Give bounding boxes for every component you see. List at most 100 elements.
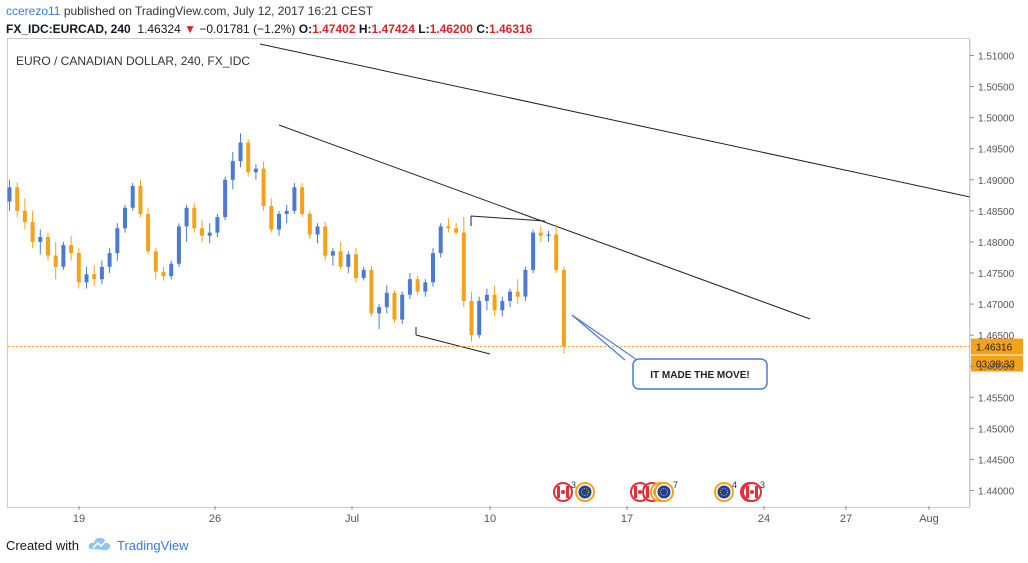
candle[interactable] (46, 232, 50, 261)
candle[interactable] (246, 139, 251, 177)
candle[interactable] (84, 266, 89, 289)
flag-band (746, 486, 749, 498)
y-axis[interactable]: 1.51000 1.50500 1.50000 1.49500 1.49000 1.485… (969, 40, 1015, 506)
candle[interactable] (338, 241, 343, 270)
candle[interactable] (492, 285, 497, 317)
candle[interactable] (561, 266, 566, 354)
candle[interactable] (307, 210, 312, 239)
candle-body (400, 294, 405, 320)
candle[interactable] (200, 220, 204, 242)
candle[interactable] (223, 176, 228, 221)
candle[interactable] (192, 203, 197, 233)
canada-flag-icon[interactable] (742, 482, 762, 502)
candle[interactable] (261, 161, 266, 211)
candle[interactable] (531, 229, 536, 273)
economic-events[interactable]: 3 7 4 3 (553, 480, 765, 502)
candle[interactable] (38, 229, 43, 255)
candle[interactable] (508, 288, 512, 308)
author-link[interactable]: ccerezo11 (6, 4, 61, 18)
canada-flag-icon[interactable] (553, 482, 573, 502)
tradingview-link[interactable]: TradingView (117, 538, 189, 553)
candle[interactable] (69, 235, 74, 261)
candle[interactable] (384, 285, 389, 314)
candle[interactable] (515, 279, 520, 305)
trendline[interactable] (470, 215, 546, 222)
y-tick-label: 1.48000 (978, 238, 1015, 249)
candle[interactable] (361, 266, 366, 281)
candle[interactable] (284, 204, 289, 224)
candle[interactable] (369, 265, 374, 317)
candle[interactable] (400, 291, 405, 324)
candle[interactable] (461, 217, 466, 308)
candle[interactable] (477, 296, 482, 339)
candle[interactable] (354, 248, 358, 283)
candle[interactable] (415, 276, 420, 295)
candle[interactable] (330, 248, 335, 266)
eu-flag-icon[interactable] (575, 482, 595, 502)
price-chart[interactable]: 1.46316 03:38:33 3 7 4 3 1.51000 1.50500 1.500… (0, 0, 1028, 530)
y-tick-label: 1.44500 (978, 455, 1015, 466)
candle[interactable] (99, 260, 104, 285)
eu-flag-icon[interactable] (714, 482, 734, 502)
candles[interactable] (7, 133, 566, 354)
candle[interactable] (130, 182, 135, 211)
candle[interactable] (92, 265, 97, 287)
candle[interactable] (346, 251, 351, 273)
trendlines[interactable] (259, 43, 971, 355)
candle[interactable] (323, 222, 328, 261)
candle[interactable] (423, 279, 428, 297)
candle[interactable] (269, 198, 274, 233)
candle[interactable] (454, 223, 459, 235)
candle[interactable] (546, 230, 551, 242)
candle[interactable] (61, 241, 66, 270)
candle[interactable] (315, 223, 320, 244)
trendline[interactable] (278, 124, 811, 320)
candle[interactable] (169, 260, 174, 280)
candle[interactable] (292, 182, 297, 214)
candle[interactable] (554, 224, 559, 273)
candle[interactable] (438, 223, 443, 258)
candle[interactable] (146, 207, 151, 255)
candle[interactable] (230, 151, 235, 190)
candle[interactable] (15, 182, 20, 218)
candle[interactable] (138, 179, 143, 218)
annotation-callout[interactable]: IT MADE THE MOVE! (571, 314, 768, 390)
candle[interactable] (469, 291, 474, 342)
x-axis[interactable]: 19 26 Jul 10 17 24 27 Aug (73, 506, 939, 525)
candle[interactable] (123, 204, 127, 233)
candle[interactable] (377, 304, 382, 329)
candle[interactable] (215, 213, 220, 237)
candle[interactable] (161, 266, 166, 281)
candle[interactable] (115, 223, 120, 261)
candle-body (292, 187, 297, 211)
candle-body (454, 228, 459, 233)
candle[interactable] (207, 223, 212, 244)
trendline[interactable] (415, 334, 491, 355)
candle[interactable] (277, 210, 281, 236)
candle[interactable] (238, 133, 243, 168)
candle[interactable] (484, 288, 489, 311)
candle[interactable] (176, 223, 181, 267)
candle[interactable] (300, 182, 305, 218)
trendline[interactable] (259, 43, 971, 198)
candle[interactable] (153, 248, 158, 280)
candle[interactable] (7, 179, 12, 211)
eu-flag-icon[interactable] (654, 482, 674, 502)
candle[interactable] (446, 218, 451, 233)
candle[interactable] (184, 204, 189, 242)
candle[interactable] (76, 248, 81, 289)
candle[interactable] (500, 296, 505, 317)
candle[interactable] (253, 164, 258, 180)
candle[interactable] (431, 248, 435, 287)
candle[interactable] (107, 248, 112, 273)
y-tick-label: 1.44000 (978, 486, 1015, 497)
flag-stars (720, 488, 728, 496)
candle-body (115, 228, 120, 254)
candle[interactable] (523, 266, 528, 301)
candle[interactable] (392, 290, 397, 323)
candle[interactable] (30, 210, 35, 249)
candle[interactable] (53, 241, 58, 280)
candle[interactable] (538, 226, 543, 242)
candle[interactable] (407, 273, 412, 300)
candle[interactable] (22, 198, 27, 230)
